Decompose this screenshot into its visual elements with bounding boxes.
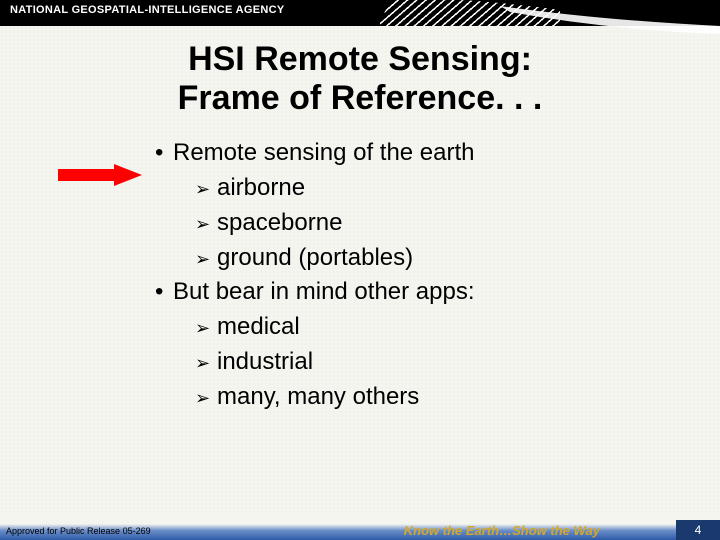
footer: Approved for Public Release 05-269 Know … bbox=[0, 512, 720, 540]
motto-text: Know the Earth…Show the Way bbox=[404, 523, 600, 538]
bullet-text: But bear in mind other apps: bbox=[173, 275, 475, 310]
chevron-icon: ➢ bbox=[195, 176, 217, 202]
content-body: • Remote sensing of the earth ➢ airborne… bbox=[155, 136, 720, 414]
chevron-icon: ➢ bbox=[195, 211, 217, 237]
sub-text: ground (portables) bbox=[217, 241, 413, 276]
sub-text: many, many others bbox=[217, 380, 419, 415]
sub-item: ➢ airborne bbox=[195, 171, 720, 206]
sub-text: spaceborne bbox=[217, 206, 342, 241]
callout-arrow-icon bbox=[58, 164, 142, 191]
bullet-text: Remote sensing of the earth bbox=[173, 136, 475, 171]
sub-text: medical bbox=[217, 310, 300, 345]
page-number: 4 bbox=[676, 520, 720, 540]
sub-item: ➢ industrial bbox=[195, 345, 720, 380]
chevron-icon: ➢ bbox=[195, 350, 217, 376]
bullet-marker: • bbox=[155, 275, 173, 310]
title-line-2: Frame of Reference. . . bbox=[0, 79, 720, 118]
sub-item: ➢ spaceborne bbox=[195, 206, 720, 241]
agency-name: NATIONAL GEOSPATIAL-INTELLIGENCE AGENCY bbox=[10, 4, 284, 16]
sub-text: airborne bbox=[217, 171, 305, 206]
sub-item: ➢ many, many others bbox=[195, 380, 720, 415]
chevron-icon: ➢ bbox=[195, 385, 217, 411]
sub-text: industrial bbox=[217, 345, 313, 380]
chevron-icon: ➢ bbox=[195, 246, 217, 272]
sub-item: ➢ ground (portables) bbox=[195, 241, 720, 276]
header-swoosh bbox=[460, 0, 720, 60]
chevron-icon: ➢ bbox=[195, 315, 217, 341]
bullet-item: • But bear in mind other apps: bbox=[155, 275, 720, 310]
bullet-item: • Remote sensing of the earth bbox=[155, 136, 720, 171]
release-text: Approved for Public Release 05-269 bbox=[6, 526, 151, 536]
bullet-marker: • bbox=[155, 136, 173, 171]
header-bar: NATIONAL GEOSPATIAL-INTELLIGENCE AGENCY bbox=[0, 0, 720, 26]
sub-item: ➢ medical bbox=[195, 310, 720, 345]
